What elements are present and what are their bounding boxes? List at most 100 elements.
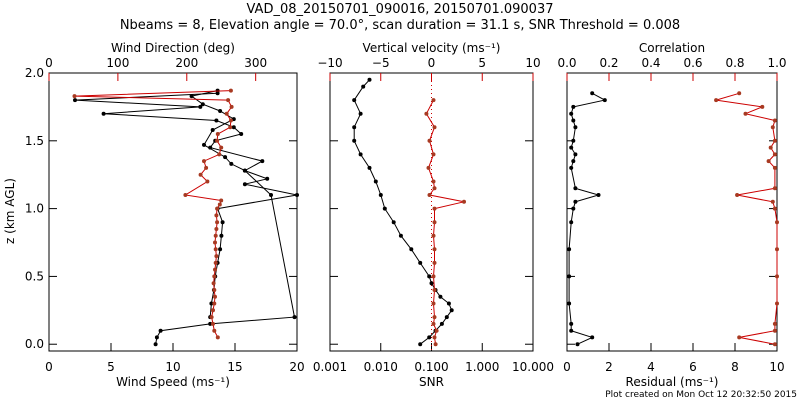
data-point (382, 206, 387, 211)
data-point (154, 335, 159, 340)
data-point (212, 288, 217, 292)
data-point (200, 102, 205, 107)
data-point (215, 220, 220, 225)
series-line (74, 90, 233, 338)
data-point (772, 206, 777, 211)
x-tick-label-bottom: 10 (769, 360, 784, 374)
data-point (569, 165, 574, 170)
series-line (715, 92, 778, 345)
data-point (772, 342, 777, 347)
data-point (224, 111, 229, 116)
data-point (72, 94, 77, 99)
data-point (352, 138, 357, 143)
chart-title-line2: Nbeams = 8, Elevation angle = 70.0°, sca… (120, 18, 680, 33)
data-point (569, 220, 574, 225)
x-axis-label-bottom: Residual (ms⁻¹) (626, 375, 719, 389)
x-tick-label-top: 0.6 (683, 56, 702, 70)
data-point (760, 104, 765, 109)
data-point (462, 199, 466, 204)
data-point (183, 193, 188, 197)
data-point (590, 335, 595, 340)
data-point (431, 301, 436, 306)
data-point (217, 152, 222, 157)
x-tick-label-top: 200 (175, 56, 198, 70)
data-point (602, 98, 607, 103)
data-point (775, 247, 779, 252)
data-point (772, 321, 777, 326)
x-tick-label-top: −5 (372, 56, 390, 70)
data-point (432, 220, 437, 225)
data-point (209, 301, 214, 306)
data-point (217, 202, 222, 207)
data-point (214, 118, 219, 123)
data-point (571, 138, 576, 143)
y-axis-label: z (km AGL) (3, 178, 17, 244)
x-axis-label-top: Vertical velocity (ms⁻¹) (363, 41, 501, 55)
data-point (211, 308, 215, 313)
x-tick-label-top: 0.0 (557, 56, 576, 70)
data-point (409, 247, 414, 252)
series-line (353, 79, 453, 345)
data-point (432, 335, 437, 340)
data-point (772, 328, 777, 333)
series-line (425, 99, 465, 345)
data-point (229, 104, 234, 109)
data-point (158, 328, 163, 333)
chart-title-line1: VAD_08_20150701_090016, 20150701.090037 (247, 2, 554, 17)
data-point (211, 281, 216, 286)
data-point (208, 145, 213, 150)
data-point (438, 294, 443, 299)
data-point (418, 260, 423, 265)
data-point (432, 247, 437, 252)
data-point (431, 152, 436, 157)
y-tick-label: 0.0 (25, 337, 44, 351)
data-point (573, 125, 578, 130)
data-point (571, 104, 576, 109)
data-point (209, 315, 214, 320)
data-point (427, 193, 432, 197)
x-tick-label-bottom: 0.010 (364, 360, 398, 374)
data-point (211, 321, 215, 326)
series-line (74, 92, 298, 318)
data-point (189, 94, 194, 99)
data-point (431, 179, 436, 184)
data-point (567, 301, 572, 306)
x-tick-label-top: 5 (478, 56, 486, 70)
data-point (427, 274, 432, 279)
data-point (432, 186, 437, 191)
data-point (434, 328, 439, 333)
panel-frame-residual (566, 72, 778, 352)
panel-residual: 0 2 4 6 8 10 Residual (ms⁻¹) 0.0 0.2 0.4 0.6 0.8 1.0… (557, 41, 786, 389)
data-point (208, 321, 213, 326)
x-tick-label-bottom: 5 (107, 360, 115, 374)
data-point (215, 91, 220, 96)
data-point (426, 165, 431, 170)
x-tick-label-bottom: 0 (563, 360, 571, 374)
data-point (242, 168, 247, 173)
data-point (714, 98, 719, 103)
data-point (569, 328, 574, 333)
data-point (590, 91, 595, 96)
data-point (432, 125, 437, 130)
panel-frame-wind (48, 72, 298, 352)
series-snr (352, 77, 454, 347)
data-point (772, 152, 777, 157)
x-tick-label-bottom: 15 (227, 360, 242, 374)
data-point (101, 111, 106, 116)
data-point (214, 254, 219, 259)
series-vertical-velocity (424, 98, 466, 347)
data-point (772, 186, 777, 191)
x-tick-label-bottom: 1.000 (465, 360, 499, 374)
data-point (775, 220, 779, 225)
data-point (213, 247, 218, 252)
x-tick-label-top: 0.8 (725, 56, 744, 70)
series-wind-direction (72, 88, 234, 340)
x-tick-label-top: 100 (106, 56, 129, 70)
data-point (439, 321, 444, 326)
x-tick-label-top: 300 (244, 56, 267, 70)
x-tick-label-bottom: 10.000 (512, 360, 554, 374)
data-point (775, 274, 779, 279)
x-tick-label-top: 0.2 (599, 56, 618, 70)
